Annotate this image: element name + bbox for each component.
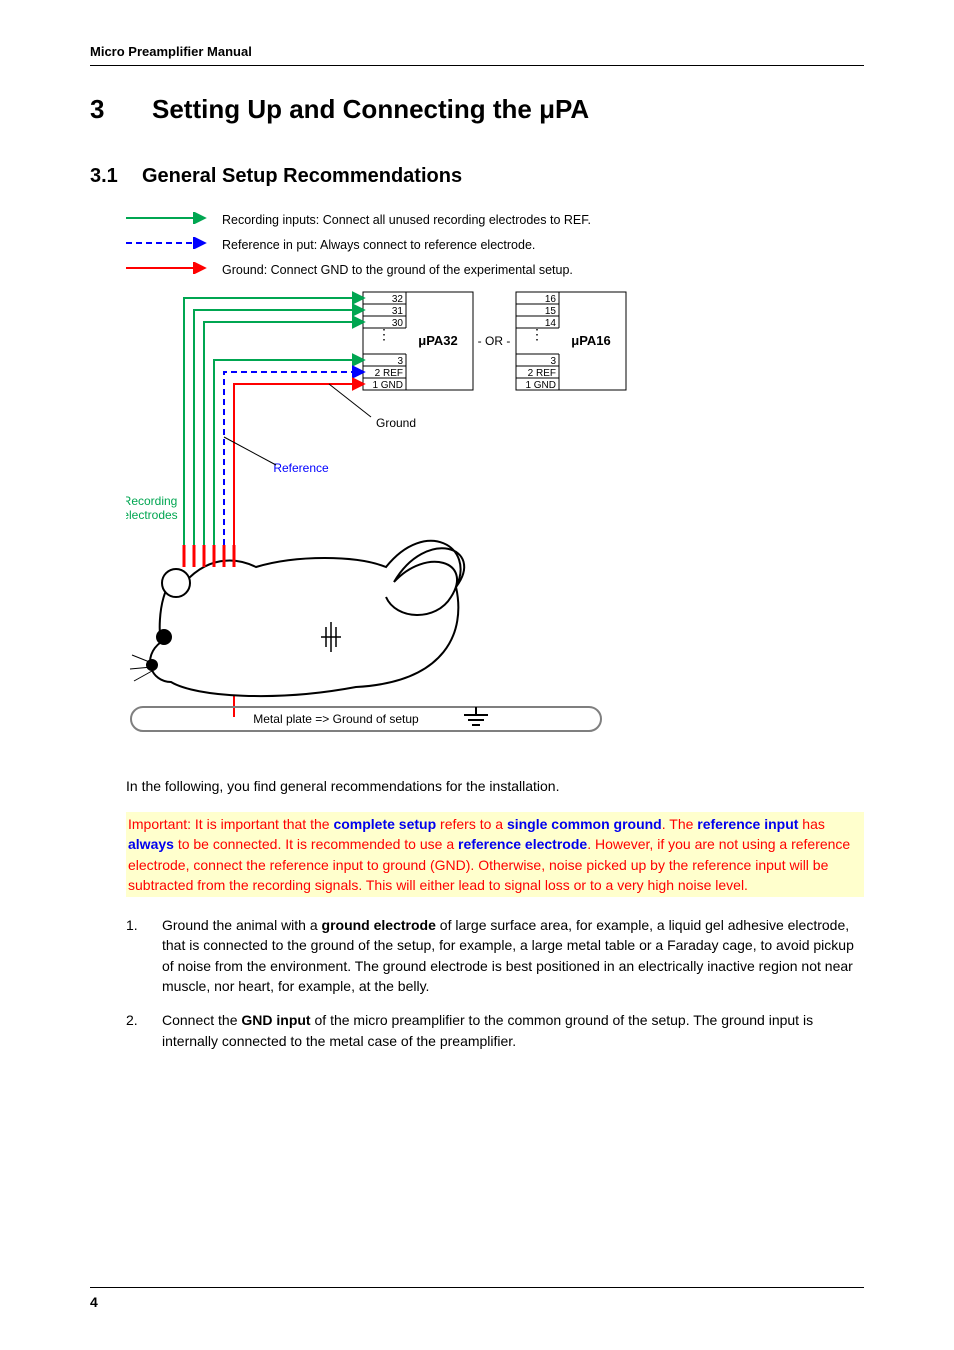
chapter-heading: 3Setting Up and Connecting the μPA (90, 94, 864, 125)
svg-text:1 GND: 1 GND (525, 380, 556, 391)
arrow-ground-icon (126, 262, 214, 274)
svg-text:1 GND: 1 GND (372, 380, 403, 391)
svg-text:μPA16: μPA16 (571, 333, 611, 348)
reference-label: Reference (273, 461, 329, 475)
section-heading: 3.1General Setup Recommendations (90, 165, 864, 188)
setup-figure: Recording inputs: Connect all unused rec… (126, 212, 864, 752)
reference-wire (224, 372, 363, 545)
ground-label: Ground (376, 416, 416, 430)
intro-paragraph: In the following, you find general recom… (126, 778, 864, 794)
page-header: Micro Preamplifier Manual (90, 44, 864, 66)
legend-recording-text: Recording inputs: Connect all unused rec… (222, 213, 591, 227)
svg-text:32: 32 (392, 294, 404, 305)
recording-label: Recordingelectrodes (126, 494, 178, 522)
metal-plate: Metal plate => Ground of setup (131, 707, 601, 731)
steps-list: 1. Ground the animal with a ground elect… (126, 915, 864, 1051)
legend-ground: Ground: Connect GND to the ground of the… (126, 262, 864, 277)
svg-text:μPA32: μPA32 (418, 333, 458, 348)
svg-text:Metal plate => Ground of s: Metal plate => Ground of setup (253, 712, 419, 726)
svg-text:31: 31 (392, 306, 404, 317)
legend-reference: Reference in put: Always connect to refe… (126, 237, 864, 252)
svg-text:3: 3 (550, 356, 556, 367)
svg-text:15: 15 (545, 306, 557, 317)
svg-text:16: 16 (545, 294, 557, 305)
svg-text:⋮: ⋮ (377, 326, 391, 342)
step-2: 2. Connect the GND input of the micro pr… (126, 1010, 864, 1051)
arrow-recording-icon (126, 212, 214, 224)
svg-text:⋮: ⋮ (530, 326, 544, 342)
chapter-title: Setting Up and Connecting the μPA (152, 94, 589, 124)
or-label: - OR - (478, 334, 511, 348)
legend-recording: Recording inputs: Connect all unused rec… (126, 212, 864, 227)
upa32-box: 32 31 30 ⋮ 3 2 REF 1 GND μPA32 (363, 292, 473, 391)
upa16-box: 16 15 14 ⋮ 3 2 REF 1 GND μPA16 (516, 292, 626, 391)
section-number: 3.1 (90, 165, 142, 188)
section-title: General Setup Recommendations (142, 165, 462, 187)
page-number: 4 (90, 1294, 98, 1310)
chapter-number: 3 (90, 94, 152, 125)
important-note: Important: It is important that the comp… (126, 812, 864, 897)
connection-diagram: 32 31 30 ⋮ 3 2 REF 1 GND μPA32 - OR - (126, 287, 864, 752)
recording-wires (184, 298, 363, 545)
page-footer: 4 (90, 1287, 864, 1310)
legend-ground-text: Ground: Connect GND to the ground of the… (222, 263, 573, 277)
svg-text:14: 14 (545, 318, 557, 329)
svg-text:2 REF: 2 REF (528, 368, 556, 379)
step-1: 1. Ground the animal with a ground elect… (126, 915, 864, 996)
arrow-reference-icon (126, 237, 214, 249)
mouse-icon (130, 541, 464, 696)
svg-text:3: 3 (397, 356, 403, 367)
svg-text:2 REF: 2 REF (375, 368, 403, 379)
svg-text:30: 30 (392, 318, 404, 329)
legend-reference-text: Reference in put: Always connect to refe… (222, 238, 535, 252)
